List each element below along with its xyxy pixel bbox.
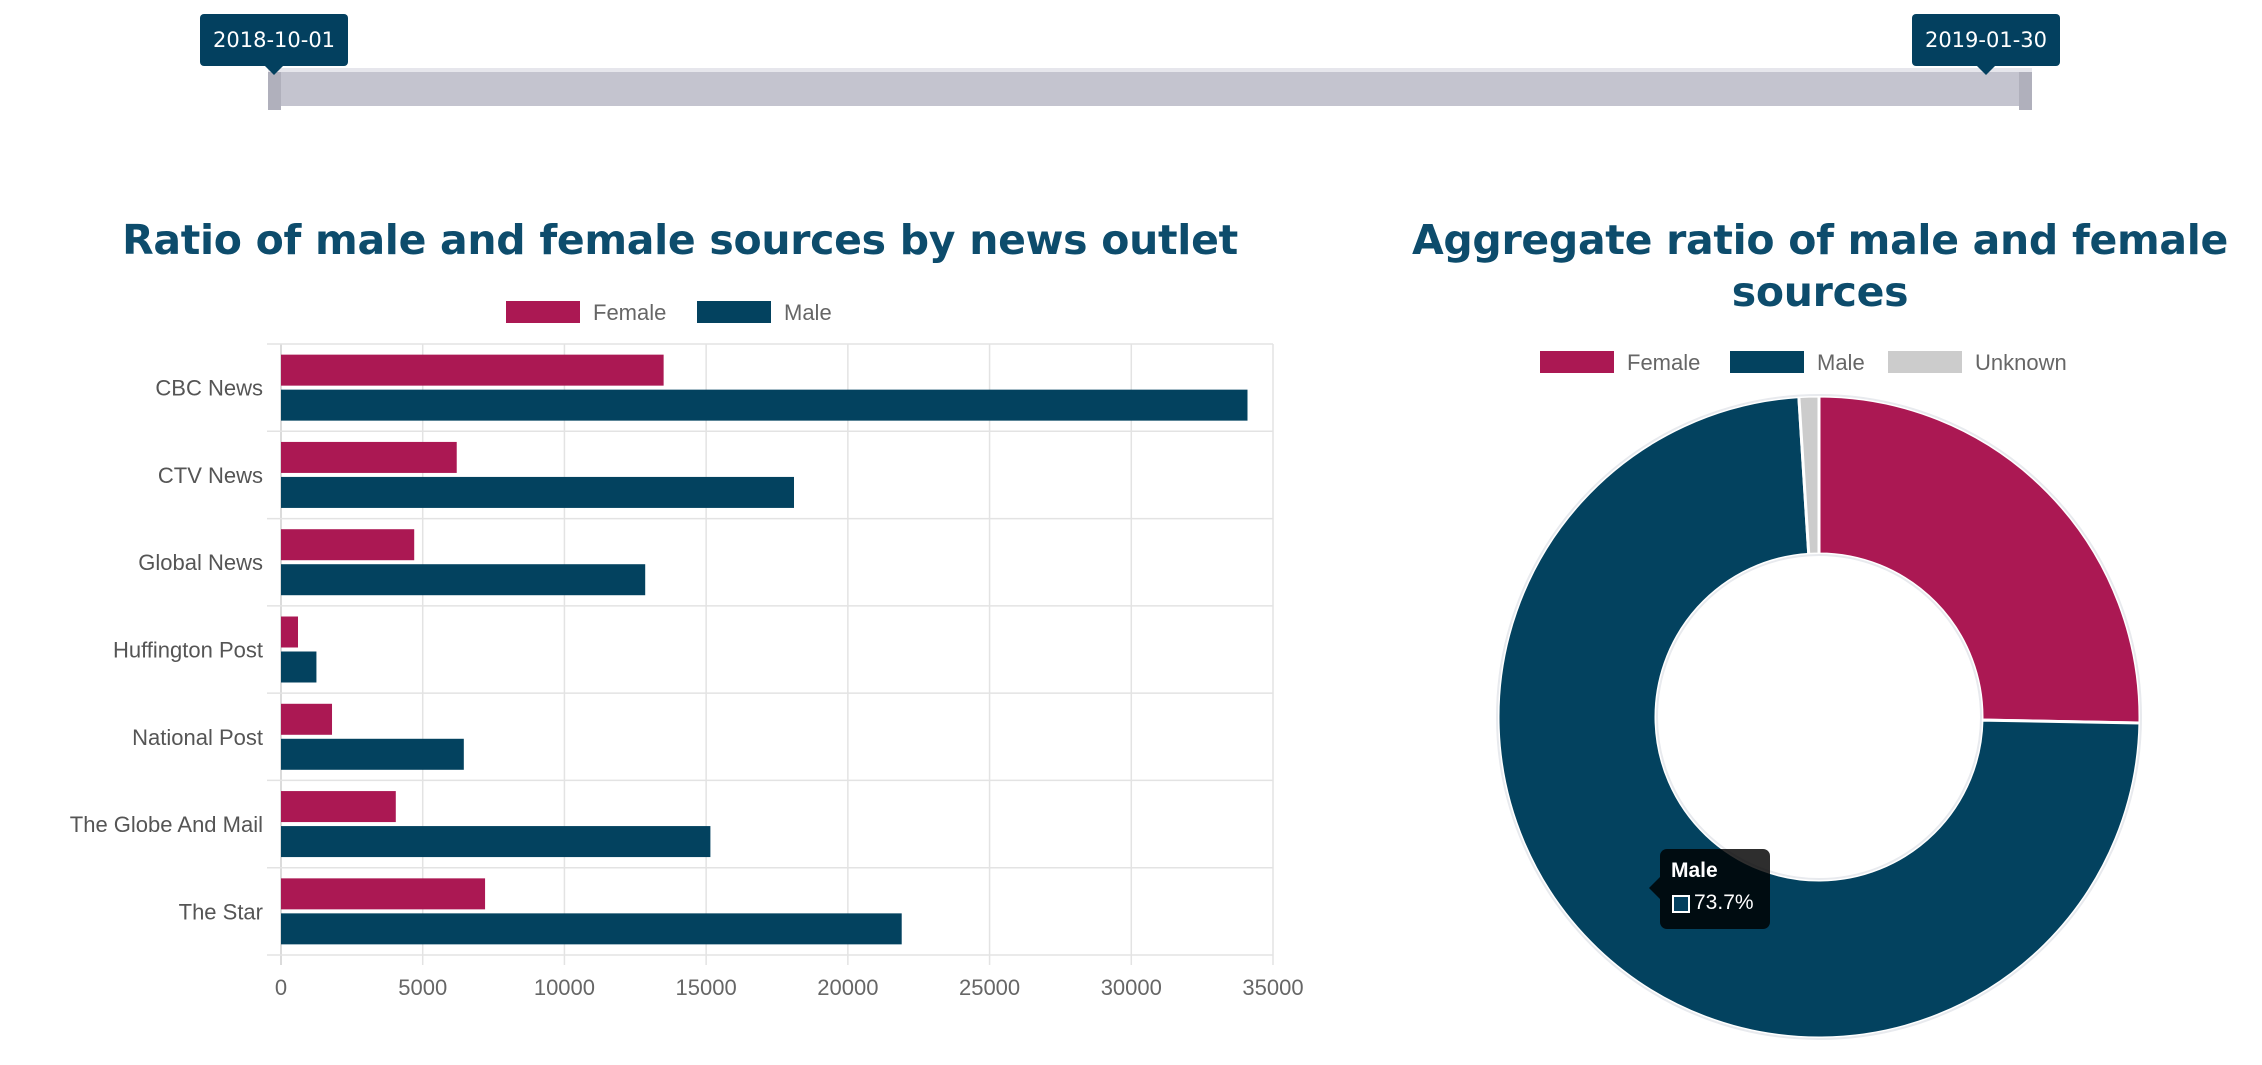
doughnut-inner-outline [1656,554,1982,880]
slider-track[interactable] [268,68,2032,106]
y-tick-label: Huffington Post [113,638,263,663]
slider-end-cap [2019,72,2032,110]
legend-label-male: Male [784,300,832,325]
x-tick-label: 10000 [534,975,595,1000]
y-tick-label: National Post [132,725,263,750]
tooltip-label: Male [1671,859,1718,882]
bar-chart-title: Ratio of male and female sources by news… [122,216,1238,264]
bar-female-cbc-news [281,354,664,386]
legend-swatch-male [695,299,773,325]
date-range-slider[interactable]: 2018-10-01 2019-01-30 [200,0,2060,120]
legend-swatch-unknown [1886,349,1964,375]
doughnut-chart [1496,394,2142,1040]
slice-female [1817,394,2142,725]
slider-start-cap [268,72,281,110]
y-tick-label: CBC News [155,376,263,401]
legend-swatch-female [504,299,582,325]
y-tick-label: CTV News [158,463,263,488]
tooltip-swatch [1672,895,1690,913]
bar-male-huffington-post [281,651,317,683]
bar-male-the-star [281,913,902,945]
bar-female-the-globe-and-mail [281,791,396,823]
tooltip-value: 73.7% [1694,891,1754,914]
bar-male-ctv-news [281,476,795,508]
slider-start-handle[interactable]: 2018-10-01 [200,14,349,75]
x-tick-label: 20000 [817,975,878,1000]
x-tick-label: 15000 [676,975,737,1000]
bar-male-national-post [281,738,464,770]
x-tick-label: 5000 [398,975,447,1000]
bar-chart-labels: 0 5000 10000 15000 20000 25000 30000 35000 CBC N… [70,376,1304,1000]
legend-label-male: Male [1817,350,1865,375]
y-tick-label: The Globe And Mail [70,812,263,837]
legend-label-unknown: Unknown [1975,350,2067,375]
legend-label-female: Female [1627,350,1700,375]
pie-chart-title: Aggregate ratio of male and female sourc… [1411,216,2229,316]
doughnut-outline [1496,394,2142,1040]
legend-swatch-male [1728,349,1806,375]
bar-chart-bars [281,354,1248,945]
bar-chart-legend: Female Male [504,299,832,325]
bar-chart-grid [267,343,1274,965]
x-tick-label: 0 [275,975,287,1000]
x-tick-label: 30000 [1101,975,1162,1000]
bar-female-national-post [281,703,333,735]
pie-chart-legend: Female Male Unknown [1538,349,2067,375]
bar-female-huffington-post [281,616,299,648]
x-tick-label: 25000 [959,975,1020,1000]
y-tick-label: The Star [179,899,263,924]
bar-male-cbc-news [281,389,1248,421]
y-tick-label: Global News [138,550,263,575]
bar-female-ctv-news [281,441,457,473]
slider-end-handle[interactable]: 2019-01-30 [1911,14,2060,75]
chart-tooltip: Male 73.7% [1649,849,1770,929]
legend-label-female: Female [593,300,666,325]
bar-female-global-news [281,529,415,561]
bar-female-the-star [281,878,486,910]
bar-male-the-globe-and-mail [281,826,711,858]
bar-male-global-news [281,564,646,596]
x-tick-label: 35000 [1242,975,1303,1000]
legend-swatch-female [1538,349,1616,375]
